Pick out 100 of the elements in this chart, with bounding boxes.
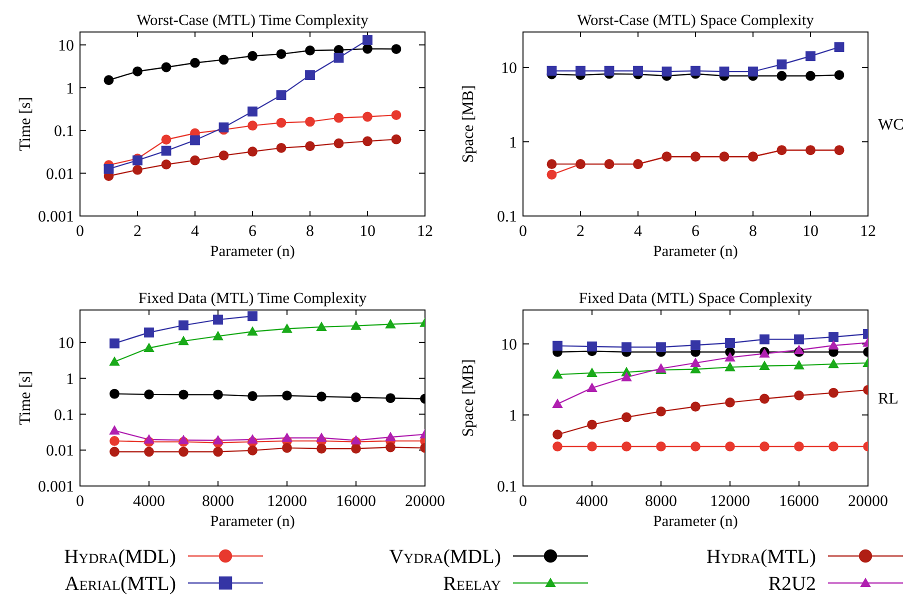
point	[622, 442, 632, 452]
point	[190, 135, 200, 146]
point	[144, 434, 154, 444]
point	[248, 445, 258, 456]
y-tick-label: 1	[66, 370, 74, 388]
y-tick-label: 0.1	[497, 478, 517, 496]
point	[218, 122, 229, 132]
point	[546, 66, 557, 76]
x-tick-label: 12000	[267, 493, 307, 510]
point	[776, 70, 787, 81]
x-tick-label: 0	[76, 493, 84, 510]
point	[828, 340, 839, 350]
point	[334, 52, 344, 63]
point	[656, 342, 666, 352]
point	[351, 444, 361, 454]
legend-label: Reelay	[443, 573, 501, 595]
y-tick-label: 10	[58, 37, 74, 54]
y-axis-title: Time [s]	[17, 370, 34, 426]
x-tick-label: 0	[519, 493, 527, 510]
point	[576, 66, 586, 76]
point	[386, 442, 396, 452]
y-tick-label: 10	[501, 60, 517, 78]
point	[552, 430, 562, 440]
point	[282, 390, 292, 401]
point	[385, 318, 396, 328]
point	[724, 352, 736, 362]
y-axis-title: Space [MB]	[460, 359, 477, 437]
y-tick-label: 1	[66, 80, 74, 98]
point	[834, 42, 844, 52]
x-tick-label: 10	[360, 223, 376, 240]
point	[656, 442, 666, 452]
point	[104, 75, 114, 86]
x-tick-label: 0	[76, 223, 84, 240]
point	[212, 330, 224, 340]
x-tick-label: 4000	[576, 493, 608, 510]
point	[110, 338, 120, 348]
chart-title: Fixed Data (MTL) Space Complexity	[578, 290, 812, 307]
legend-label: Vydra(MDL)	[389, 546, 501, 568]
point	[760, 334, 770, 344]
legend-label: Aerial(MTL)	[64, 573, 176, 595]
point	[794, 360, 804, 370]
point	[178, 434, 189, 444]
point	[690, 66, 700, 76]
point	[725, 338, 735, 348]
point	[552, 340, 562, 351]
y-tick-label: 0.01	[46, 166, 74, 183]
x-axis-title: Parameter (n)	[210, 513, 295, 530]
x-tick-label: 8	[749, 223, 757, 240]
point	[552, 398, 563, 408]
point	[305, 116, 315, 127]
point	[213, 446, 223, 457]
point	[760, 394, 770, 404]
point	[110, 436, 120, 446]
point	[316, 444, 326, 454]
point	[282, 323, 292, 333]
point	[724, 362, 736, 372]
x-tick-label: 2	[576, 223, 584, 240]
point	[276, 49, 286, 60]
y-tick-label: 10	[501, 336, 517, 354]
point	[828, 388, 838, 398]
y-axis-title: Time [s]	[17, 96, 34, 152]
chart-title: Worst-Case (MTL) Time Complexity	[136, 12, 369, 29]
x-axis-title: Parameter (n)	[653, 243, 738, 260]
point	[276, 90, 286, 100]
point	[586, 382, 598, 392]
text: WC	[878, 116, 904, 134]
point	[248, 146, 258, 157]
point	[806, 70, 816, 81]
point	[190, 155, 200, 166]
x-tick-label: 12000	[710, 493, 750, 510]
point	[316, 392, 326, 402]
point	[546, 159, 557, 170]
legend-label: Hydra(MTL)	[706, 546, 816, 568]
point	[161, 160, 172, 170]
point	[248, 106, 258, 116]
point	[759, 360, 770, 370]
point	[213, 390, 223, 400]
point	[776, 59, 787, 70]
point	[334, 112, 344, 123]
point	[622, 412, 632, 422]
chart-title: Worst-Case (MTL) Space Complexity	[577, 12, 814, 29]
point	[144, 342, 154, 352]
point	[247, 434, 258, 444]
y-tick-label: 0.1	[54, 406, 74, 424]
point	[178, 390, 188, 400]
point	[247, 326, 258, 336]
point	[656, 406, 666, 416]
point	[248, 120, 258, 131]
point	[552, 369, 563, 379]
x-tick-label: 4000	[133, 493, 165, 510]
point	[587, 342, 597, 352]
x-tick-label: 6	[692, 223, 700, 240]
point	[282, 432, 292, 442]
point	[828, 442, 838, 452]
y-tick-label: 1	[509, 408, 517, 425]
x-tick-label: 12	[860, 223, 876, 240]
point	[725, 397, 735, 408]
point	[305, 70, 315, 80]
x-tick-label: 8000	[202, 493, 234, 510]
x-tick-label: 16000	[336, 493, 376, 510]
